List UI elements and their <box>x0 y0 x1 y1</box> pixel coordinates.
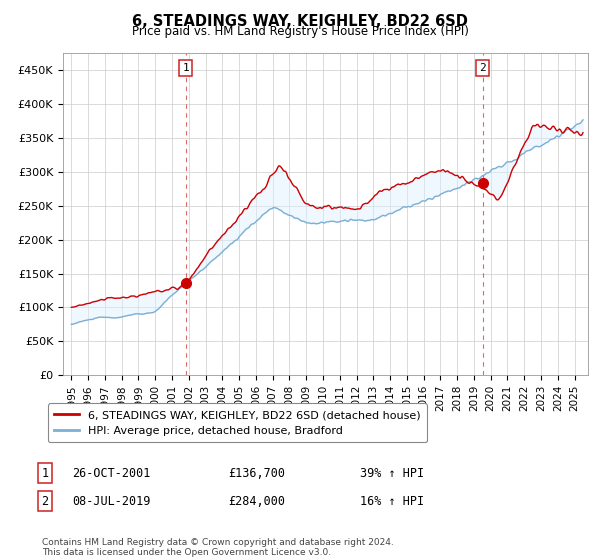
Text: £284,000: £284,000 <box>228 494 285 508</box>
Text: Contains HM Land Registry data © Crown copyright and database right 2024.
This d: Contains HM Land Registry data © Crown c… <box>42 538 394 557</box>
Legend: 6, STEADINGS WAY, KEIGHLEY, BD22 6SD (detached house), HPI: Average price, detac: 6, STEADINGS WAY, KEIGHLEY, BD22 6SD (de… <box>47 403 427 442</box>
Text: 39% ↑ HPI: 39% ↑ HPI <box>360 466 424 480</box>
Text: 26-OCT-2001: 26-OCT-2001 <box>72 466 151 480</box>
Text: 16% ↑ HPI: 16% ↑ HPI <box>360 494 424 508</box>
Text: £136,700: £136,700 <box>228 466 285 480</box>
Text: 6, STEADINGS WAY, KEIGHLEY, BD22 6SD: 6, STEADINGS WAY, KEIGHLEY, BD22 6SD <box>132 14 468 29</box>
Text: 2: 2 <box>41 494 49 508</box>
Text: 2: 2 <box>479 63 486 73</box>
Text: Price paid vs. HM Land Registry's House Price Index (HPI): Price paid vs. HM Land Registry's House … <box>131 25 469 38</box>
Text: 1: 1 <box>41 466 49 480</box>
Text: 08-JUL-2019: 08-JUL-2019 <box>72 494 151 508</box>
Text: 1: 1 <box>182 63 189 73</box>
